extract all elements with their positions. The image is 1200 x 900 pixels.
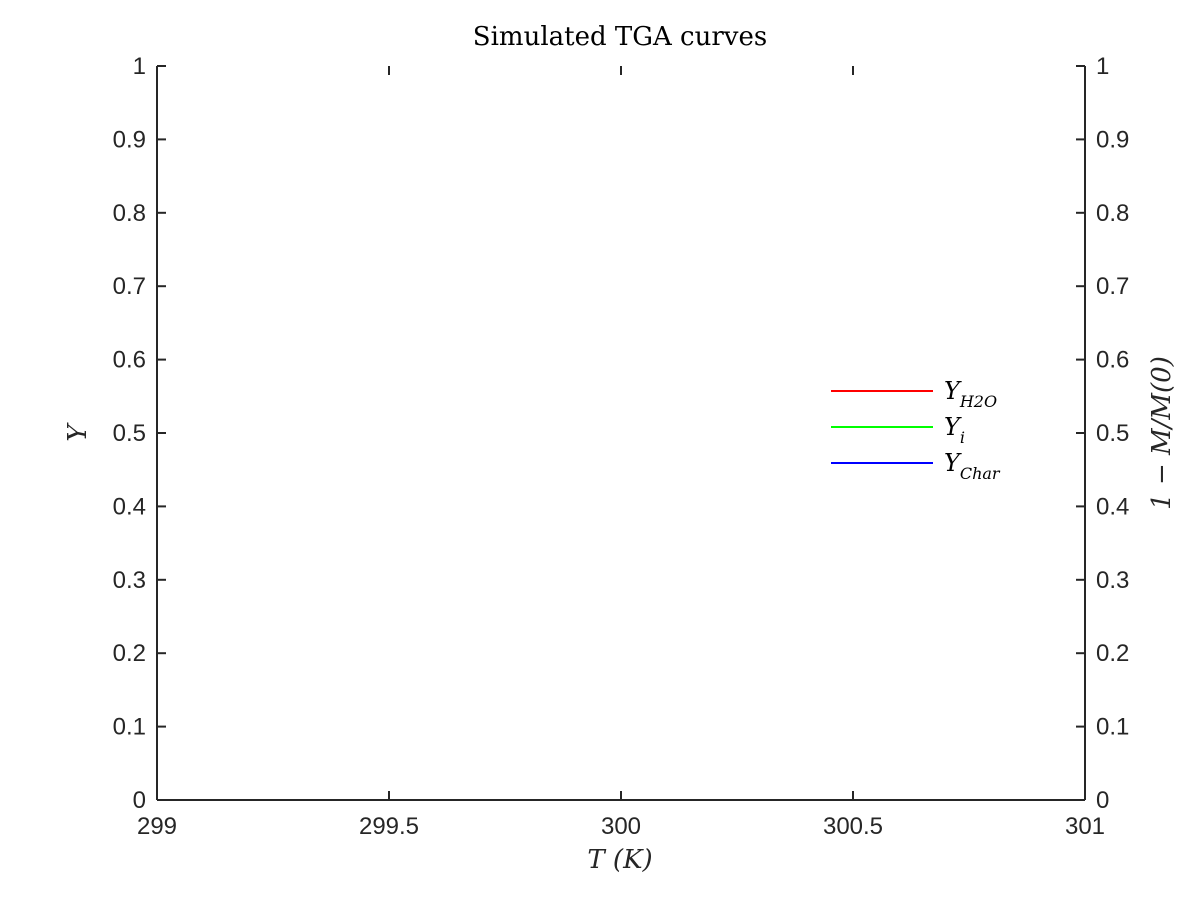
y-tick-label: 0.5 [113,420,146,447]
y-tick-label: 0.6 [113,347,146,374]
legend-label: Yi [944,413,965,447]
y2-ticks: 0 0.1 0.2 0.3 0.4 0.5 0.6 0.7 0.8 0.9 1 [1076,53,1129,814]
y-tick-label: 0 [133,787,146,814]
y2-tick-label: 0 [1096,787,1109,814]
y2-axis-label: 1 − M/M(0) [1147,356,1177,510]
y2-tick-label: 0.4 [1096,493,1129,520]
y2-tick-label: 0.2 [1096,640,1129,667]
y2-tick-label: 0.8 [1096,200,1129,227]
x-axis-label: T (K) [587,845,652,875]
y-axis-label: Y [63,422,93,442]
y-ticks: 0 0.1 0.2 0.3 0.4 0.5 0.6 0.7 0.8 0.9 1 [113,53,166,814]
y2-tick-label: 0.1 [1096,714,1129,741]
y-tick-label: 0.7 [113,273,146,300]
chart-title: Simulated TGA curves [473,22,767,52]
legend-label: YChar [944,449,1001,483]
y2-tick-label: 0.3 [1096,567,1129,594]
y-tick-label: 0.4 [113,493,146,520]
x-tick-label: 300 [601,813,641,840]
y-tick-label: 0.2 [113,640,146,667]
y-tick-label: 1 [133,53,146,80]
x-ticks: 299 299.5 300 300.5 301 [137,66,1105,840]
y-tick-label: 0.8 [113,200,146,227]
y2-tick-label: 1 [1096,53,1109,80]
legend-label: YH2O [944,377,997,411]
y2-tick-label: 0.9 [1096,126,1129,153]
y2-tick-label: 0.5 [1096,420,1129,447]
y2-tick-label: 0.6 [1096,347,1129,374]
y-tick-label: 0.9 [113,126,146,153]
x-tick-label: 299.5 [359,813,419,840]
y2-tick-label: 0.7 [1096,273,1129,300]
x-tick-label: 300.5 [823,813,883,840]
x-tick-label: 301 [1065,813,1105,840]
x-tick-label: 299 [137,813,177,840]
y-tick-label: 0.1 [113,714,146,741]
y-tick-label: 0.3 [113,567,146,594]
